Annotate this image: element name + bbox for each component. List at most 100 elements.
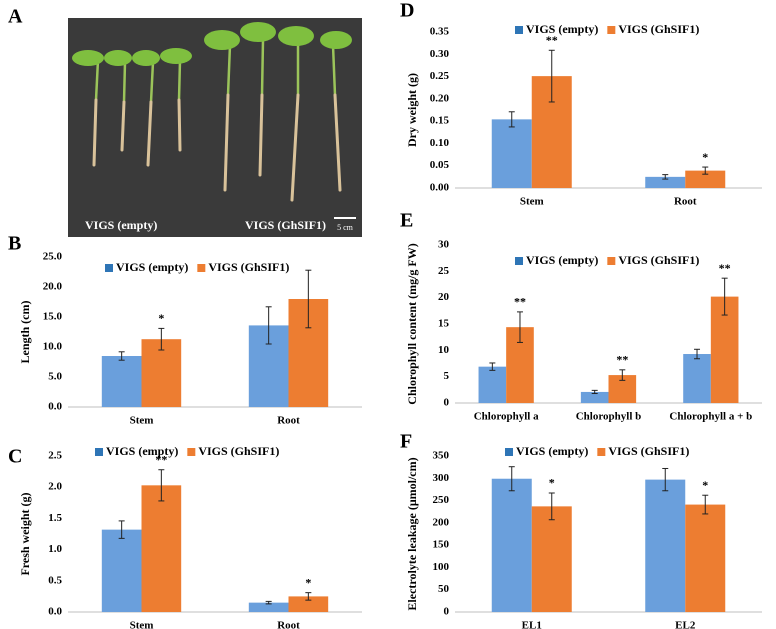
error-bar [662,174,669,180]
error-bar [508,466,515,492]
bar [683,354,711,403]
legend-label: VIGS (empty) [526,22,598,36]
y-tick-label: 10.0 [43,341,63,353]
y-tick-label: 200 [433,516,450,528]
y-tick-label: 0.15 [430,115,450,127]
plants [72,22,352,202]
y-tick-label: 5 [444,370,450,382]
legend-swatch [597,448,606,456]
y-tick-label: 0.20 [430,92,450,104]
bar [685,170,726,188]
bar [288,596,329,612]
bar [101,529,142,612]
significance-label: * [305,575,311,589]
y-tick-label: 15 [438,318,450,330]
bar [248,602,289,612]
scale-bar-label: 5 cm [337,223,354,232]
bar [141,485,182,612]
y-tick-label: 2.0 [48,481,62,493]
significance-label: ** [616,353,628,367]
significance-label: * [549,476,555,490]
legend-swatch [197,264,206,272]
panel-letter: C [8,446,22,468]
y-tick-label: 0 [444,397,450,409]
error-bar [158,469,165,502]
x-tick-label: Root [674,196,697,208]
bar [645,479,686,612]
x-tick-label: EL1 [522,620,542,629]
chart-panel: F 0 50 100 150 200 250 300 350 Electrolyte leakag… [400,431,762,629]
y-tick-label: 0.00 [430,182,450,194]
y-tick-label: 0.0 [48,606,62,618]
bar [491,119,532,188]
error-bar [702,166,709,175]
bar [531,506,572,612]
error-bar [516,311,523,343]
legend-label: VIGS (empty) [116,260,188,274]
bar [685,504,726,612]
legend-label: VIGS (GhSIF1) [208,260,289,274]
bar [491,478,532,612]
panel-letter: F [400,431,412,453]
y-tick-label: 30 [438,239,450,251]
y-tick-label: 1.5 [48,512,62,524]
chart-panel: E 0 5 10 15 20 25 30 Chlorophyll content (mg/g F… [400,210,762,423]
significance-label: * [702,478,708,492]
error-bar [265,306,272,345]
y-axis-label: Chlorophyll content (mg/g FW) [405,243,419,404]
legend-label: VIGS (empty) [106,444,178,458]
bar [101,356,142,407]
y-tick-label: 0.05 [430,159,450,171]
y-tick-label: 20.0 [43,281,63,293]
panel-letter: B [8,233,21,255]
error-bar [662,467,669,492]
x-tick-label: Stem [520,196,544,208]
error-bar [702,494,709,515]
bar [478,366,507,403]
error-bar [694,348,701,360]
chart-panel: B 0.0 5.0 10.0 15.0 20.0 25.0 Length (cm) Stem Ro… [8,233,362,427]
error-bar [118,351,125,361]
significance-label: ** [514,295,526,309]
y-tick-label: 0.35 [430,26,450,38]
error-bar [548,492,555,521]
y-axis-label: Fresh weight (g) [18,492,32,575]
y-tick-label: 0.0 [48,401,62,413]
error-bar [305,269,312,329]
y-tick-label: 1.0 [48,543,62,555]
legend-label: VIGS (GhSIF1) [198,444,279,458]
photo-label: VIGS (empty) [85,218,157,232]
significance-label: ** [719,261,731,275]
y-tick-label: 10 [438,344,450,356]
y-tick-label: 20 [438,291,450,303]
y-tick-label: 0.25 [430,70,450,82]
significance-label: * [158,311,164,325]
x-tick-label: Stem [130,620,154,629]
panel-letter: E [400,210,413,232]
error-bar [265,600,272,605]
y-tick-label: 2.5 [48,450,62,462]
y-axis-label: Electrolyte leakage (μmol/cm) [405,457,419,610]
photo-label: VIGS (GhSIF1) [245,218,326,232]
legend-label: VIGS (GhSIF1) [618,253,699,267]
error-bar [158,327,165,351]
y-tick-label: 100 [433,561,450,573]
legend-label: VIGS (empty) [526,253,598,267]
panel-letter: D [400,0,414,22]
legend-swatch [505,448,513,456]
y-tick-label: 0.5 [48,574,62,586]
y-tick-label: 150 [433,539,450,551]
error-bar [118,520,125,539]
y-axis-label: Length (cm) [18,301,32,364]
error-bar [591,389,598,395]
error-bar [619,369,626,381]
legend-swatch [105,264,113,272]
significance-label: * [702,150,708,164]
error-bar [489,362,496,371]
y-axis-label: Dry weight (g) [405,73,419,147]
legend-swatch [607,26,616,34]
legend-label: VIGS (empty) [516,444,588,458]
y-tick-label: 0.30 [430,48,450,60]
y-tick-label: 350 [433,450,450,462]
error-bar [305,592,312,601]
